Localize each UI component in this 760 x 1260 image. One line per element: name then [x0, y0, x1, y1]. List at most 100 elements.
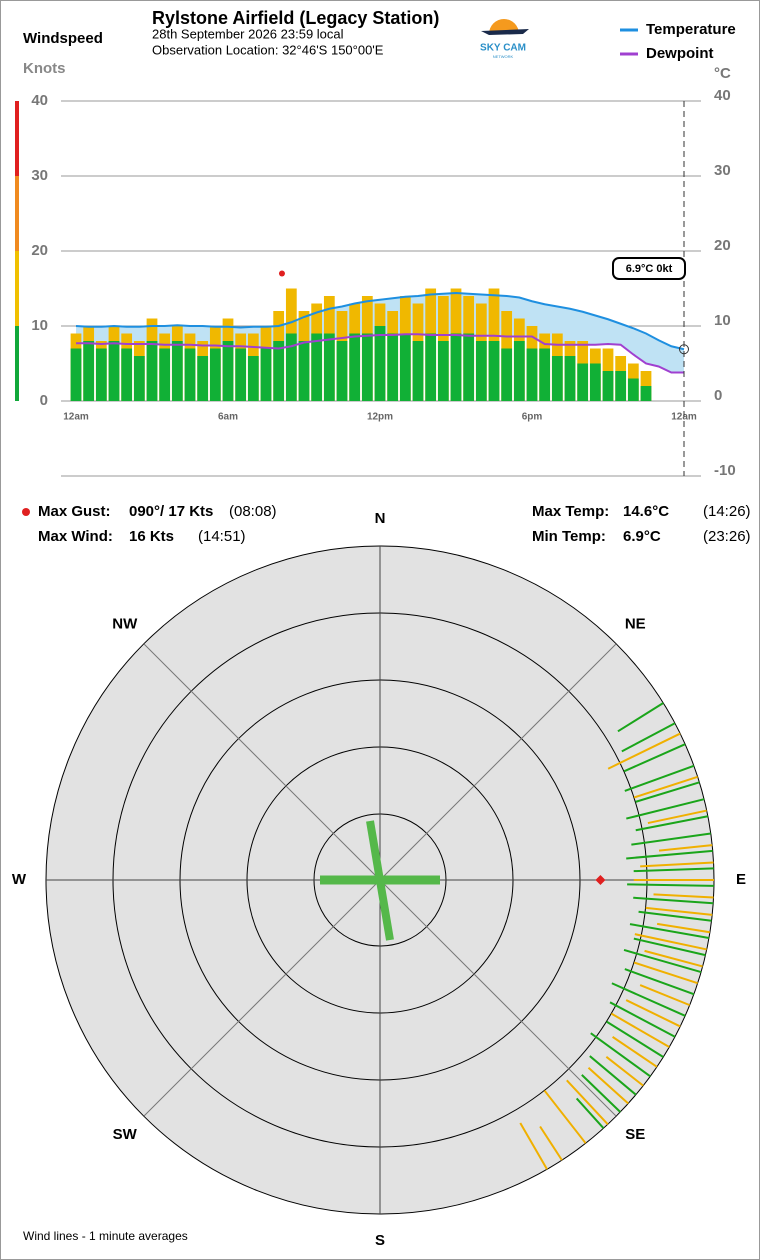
speed-band	[15, 326, 19, 401]
wind-line	[629, 923, 710, 939]
stat-value: 14.6°C	[623, 503, 669, 520]
wind-bar	[171, 341, 183, 401]
current-label: 6.9°C 0kt	[626, 263, 673, 275]
wind-line	[633, 961, 698, 985]
stat-label: Max Wind:	[38, 528, 113, 545]
wind-line	[610, 1012, 670, 1048]
wind-line	[639, 984, 691, 1007]
current-box	[612, 257, 686, 280]
compass-label: N	[375, 510, 386, 527]
wind-bar	[273, 341, 285, 401]
y-tick-label: 20	[31, 242, 48, 259]
wind-bar	[640, 386, 652, 401]
wind-line	[625, 999, 681, 1028]
wind-bar	[121, 348, 133, 401]
logo-subtext: NETWORK	[493, 54, 514, 59]
wind-line	[626, 798, 705, 820]
wind-bar	[70, 348, 82, 401]
stat-value: 16 Kts	[129, 528, 174, 545]
y-tick-label: 30	[31, 167, 48, 184]
wind-bar	[361, 333, 373, 401]
wind-line	[623, 949, 702, 974]
legend-label: Temperature	[646, 21, 736, 38]
wind-bar	[450, 333, 462, 401]
compass-label: S	[375, 1232, 385, 1249]
speed-band	[15, 251, 19, 326]
wind-bar	[374, 326, 386, 401]
wind-bar	[298, 341, 310, 401]
wind-bar	[260, 348, 272, 401]
x-tick-label: 12pm	[367, 412, 393, 423]
wind-bar	[564, 356, 576, 401]
compass-label: NE	[625, 616, 646, 633]
rose-background	[45, 545, 715, 1215]
wind-line	[617, 702, 664, 733]
wind-line	[644, 949, 703, 968]
wind-line	[566, 1079, 609, 1125]
wind-bar	[159, 348, 171, 401]
wind-bar	[412, 341, 424, 401]
wind-bar	[197, 356, 209, 401]
wind-bar	[399, 333, 411, 401]
stat-label: Max Gust:	[38, 503, 111, 520]
y-tick-label: 10	[31, 317, 48, 334]
wind-line	[539, 1125, 563, 1161]
wind-bar	[602, 371, 614, 401]
wind-line	[633, 896, 714, 905]
y2-tick-label: -10	[714, 462, 736, 479]
date: 28th September 2026 23:59 local	[152, 26, 344, 41]
wind-line	[633, 867, 714, 873]
wind-line	[606, 1020, 664, 1058]
wind-line	[621, 722, 676, 753]
y-tick-label: 0	[40, 392, 48, 409]
max-gust-marker	[278, 270, 285, 277]
wind-bar	[222, 341, 234, 401]
wind-line	[656, 922, 711, 934]
stat-time: (14:51)	[198, 528, 246, 545]
wind-line	[589, 1055, 637, 1096]
wind-line	[590, 1032, 651, 1078]
wind-bar	[513, 341, 525, 401]
y2-tick-label: 20	[714, 237, 731, 254]
current-temp	[679, 344, 689, 355]
wind-bar	[83, 341, 95, 401]
wind-line	[519, 1122, 548, 1170]
x-tick-label: 12am	[63, 412, 89, 423]
wind-line	[609, 1001, 676, 1038]
station-title: Rylstone Airfield (Legacy Station)	[152, 8, 439, 28]
wind-line	[623, 743, 686, 773]
wind-line	[605, 1056, 644, 1087]
wind-bar	[184, 348, 196, 401]
wind-line	[640, 861, 714, 868]
speed-band	[15, 176, 19, 251]
wind-line	[635, 781, 700, 803]
gust-icon	[22, 508, 30, 516]
wind-bar	[349, 333, 361, 401]
stat-value: 6.9°C	[623, 528, 661, 545]
wind-bar	[146, 341, 158, 401]
wind-line	[575, 1097, 605, 1129]
stat-label: Max Temp:	[532, 503, 609, 520]
compass-label: E	[736, 871, 746, 888]
wind-line	[645, 906, 713, 916]
stat-time: (23:26)	[703, 528, 751, 545]
line-temperature	[75, 291, 685, 351]
logo-plane	[481, 29, 529, 35]
x-tick-label: 6pm	[522, 412, 543, 423]
wind-bar	[235, 348, 247, 401]
wind-bar	[311, 333, 323, 401]
wind-line	[587, 1066, 629, 1105]
wind-bar	[425, 333, 437, 401]
wind-bar	[577, 363, 589, 401]
wind-bar	[615, 371, 627, 401]
wind-line	[638, 910, 712, 922]
y2-tick-label: 40	[714, 87, 731, 104]
stat-time: (14:26)	[703, 503, 751, 520]
wind-line	[647, 809, 707, 825]
x-tick-label: 12am	[671, 412, 697, 423]
wind-line	[624, 968, 695, 996]
wind-line	[635, 815, 709, 832]
wind-line	[633, 937, 706, 957]
